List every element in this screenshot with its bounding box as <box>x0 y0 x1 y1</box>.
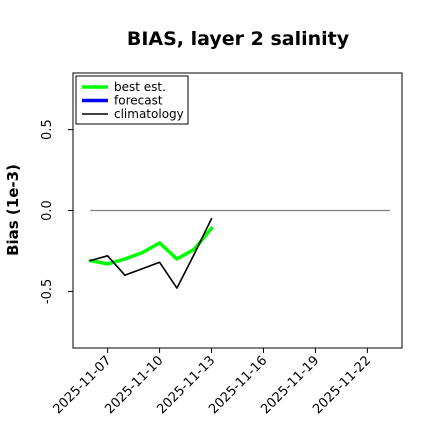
legend-label: forecast <box>114 94 163 108</box>
chart-title: BIAS, layer 2 salinity <box>127 28 350 50</box>
legend-label: climatology <box>114 107 184 121</box>
y-tick-label: -0.5 <box>40 279 55 304</box>
y-ticks: -0.5 0.0 0.5 <box>40 119 73 304</box>
y-tick-label: 0.5 <box>40 119 55 140</box>
series-lines <box>88 217 214 289</box>
series-line-climatology <box>89 217 213 289</box>
series-line-best-est <box>88 226 214 266</box>
legend-label: best est. <box>114 80 166 94</box>
y-tick-label: 0.0 <box>40 200 55 221</box>
y-axis-label: Bias (1e-3) <box>4 164 22 256</box>
x-ticks: 2025-11-072025-11-102025-11-132025-11-16… <box>50 348 374 417</box>
